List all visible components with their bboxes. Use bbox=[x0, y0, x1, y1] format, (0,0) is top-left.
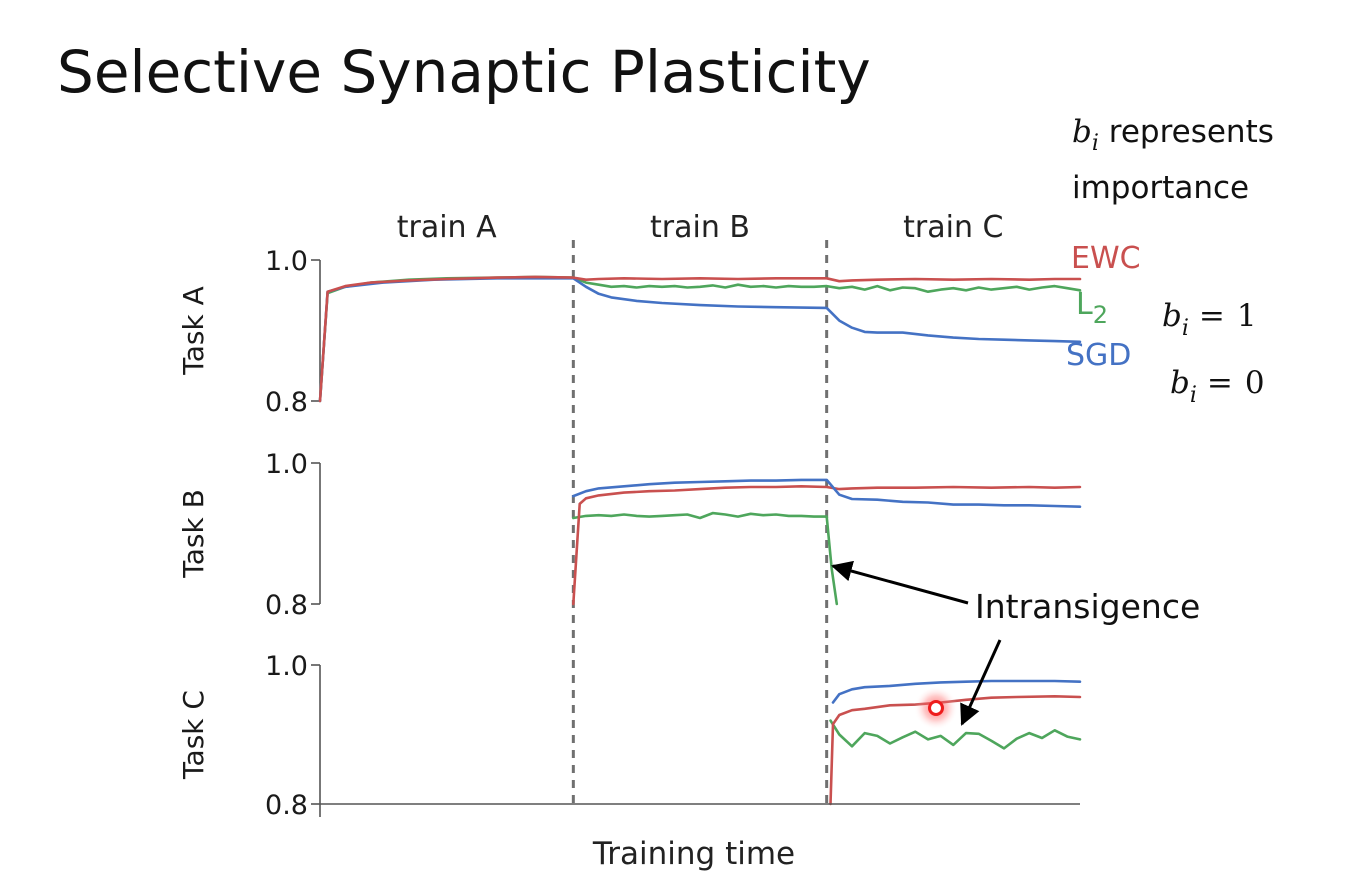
series-line-sgd bbox=[571, 478, 1082, 509]
series-line-l2 bbox=[571, 511, 839, 606]
phase-label-3: train C bbox=[903, 210, 1003, 245]
b-subscript: i bbox=[1092, 131, 1099, 156]
intransigence-arrow-task-c bbox=[960, 639, 1002, 726]
y-tick-label: 0.8 bbox=[265, 790, 308, 821]
intransigence-arrow-task-b bbox=[830, 560, 969, 605]
y-tick-label: 1.0 bbox=[265, 449, 308, 480]
series-line-l2 bbox=[829, 719, 1082, 750]
legend-sgd: SGD bbox=[1066, 338, 1131, 373]
phase-label-2: train B bbox=[650, 210, 750, 245]
y-tick-label: 0.8 bbox=[265, 590, 308, 621]
panel-ylabel: Task B bbox=[177, 489, 210, 579]
b-symbol: b bbox=[1072, 114, 1092, 150]
phase-labels: train A train B train C bbox=[397, 210, 1004, 245]
y-tick-label: 1.0 bbox=[265, 651, 308, 682]
panel-ylabel: Task C bbox=[177, 690, 210, 780]
importance-note-line1: bi represents bbox=[1072, 114, 1274, 156]
panel-ylabel: Task A bbox=[177, 286, 210, 375]
y-tick-label: 1.0 bbox=[265, 246, 308, 277]
panel-2: 1.0 0.8 Task B bbox=[177, 449, 1082, 621]
chart-panels: 1.0 0.8 Task A 1.0 0.8 Task B 1.0 0.8 Task C bbox=[177, 246, 1082, 821]
importance-note-line2: importance bbox=[1072, 170, 1249, 206]
importance-text: represents bbox=[1099, 114, 1274, 150]
phase-dividers bbox=[571, 240, 829, 806]
series-line-ewc bbox=[571, 484, 1082, 606]
series-line-sgd bbox=[831, 679, 1082, 704]
slide-title: Selective Synaptic Plasticity bbox=[57, 38, 871, 106]
legend: EWC L2 SGD bbox=[1066, 241, 1141, 373]
panel-3: 1.0 0.8 Task C bbox=[177, 651, 1082, 821]
panel-1: 1.0 0.8 Task A bbox=[177, 246, 1082, 418]
phase-label-1: train A bbox=[397, 210, 497, 245]
equation-b-equals-1: bi = 1 bbox=[1162, 298, 1257, 341]
intransigence-label: Intransigence bbox=[975, 587, 1200, 626]
series-line-sgd bbox=[318, 276, 1082, 403]
equation-b-equals-0: bi = 0 bbox=[1170, 365, 1265, 408]
series-line-ewc bbox=[318, 275, 1082, 403]
cursor-highlight bbox=[914, 686, 958, 730]
x-axis-label: Training time bbox=[592, 836, 795, 872]
y-tick-label: 0.8 bbox=[265, 387, 308, 418]
legend-l2: L2 bbox=[1076, 287, 1108, 329]
legend-ewc: EWC bbox=[1071, 241, 1141, 276]
